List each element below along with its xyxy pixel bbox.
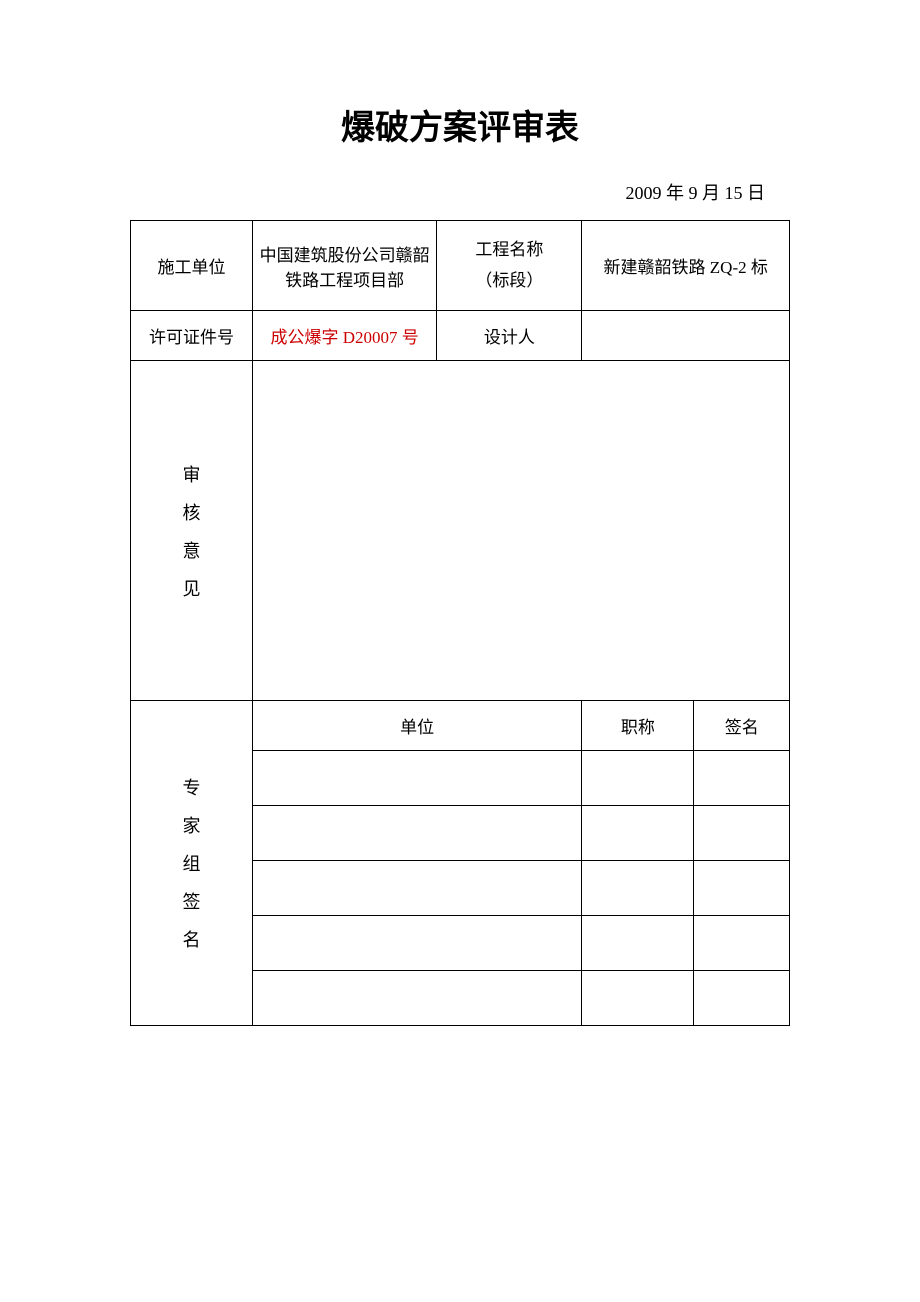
cell-signature bbox=[694, 916, 790, 971]
table-row: 许可证件号 成公爆字 D20007 号 设计人 bbox=[131, 311, 790, 361]
label-project-name: 工程名称 （标段） bbox=[437, 221, 582, 311]
header-unit: 单位 bbox=[252, 701, 581, 751]
value-designer bbox=[582, 311, 790, 361]
cell-unit bbox=[252, 751, 581, 806]
expert-char-2: 家 bbox=[182, 812, 200, 838]
label-license-no: 许可证件号 bbox=[131, 311, 253, 361]
cell-unit bbox=[252, 806, 581, 861]
cell-title bbox=[582, 916, 694, 971]
document-title: 爆破方案评审表 bbox=[130, 100, 790, 149]
cell-unit bbox=[252, 971, 581, 1026]
review-form-table: 施工单位 中国建筑股份公司赣韶铁路工程项目部 工程名称 （标段） 新建赣韶铁路 … bbox=[130, 220, 790, 1026]
expert-char-4: 签 bbox=[182, 888, 200, 914]
review-char-4: 见 bbox=[182, 575, 200, 601]
cell-title bbox=[582, 806, 694, 861]
review-char-1: 审 bbox=[182, 461, 200, 487]
review-char-2: 核 bbox=[182, 499, 200, 525]
cell-signature bbox=[694, 861, 790, 916]
label-designer: 设计人 bbox=[437, 311, 582, 361]
header-signature: 签名 bbox=[694, 701, 790, 751]
cell-title bbox=[582, 971, 694, 1026]
cell-title bbox=[582, 751, 694, 806]
label-project-name-line2: （标段） bbox=[441, 266, 577, 297]
cell-signature bbox=[694, 971, 790, 1026]
table-row: 施工单位 中国建筑股份公司赣韶铁路工程项目部 工程名称 （标段） 新建赣韶铁路 … bbox=[131, 221, 790, 311]
review-char-3: 意 bbox=[182, 537, 200, 563]
label-construction-unit: 施工单位 bbox=[131, 221, 253, 311]
cell-unit bbox=[252, 861, 581, 916]
value-construction-unit: 中国建筑股份公司赣韶铁路工程项目部 bbox=[252, 221, 437, 311]
cell-unit bbox=[252, 916, 581, 971]
header-title: 职称 bbox=[582, 701, 694, 751]
cell-signature bbox=[694, 806, 790, 861]
table-row: 专 家 组 签 名 单位 职称 签名 bbox=[131, 701, 790, 751]
expert-char-5: 名 bbox=[182, 926, 200, 952]
value-review-opinion bbox=[252, 361, 789, 701]
expert-char-3: 组 bbox=[182, 850, 200, 876]
label-expert-signature: 专 家 组 签 名 bbox=[131, 701, 253, 1026]
cell-signature bbox=[694, 751, 790, 806]
table-row: 审 核 意 见 bbox=[131, 361, 790, 701]
value-project-name: 新建赣韶铁路 ZQ-2 标 bbox=[582, 221, 790, 311]
expert-char-1: 专 bbox=[182, 774, 200, 800]
label-project-name-line1: 工程名称 bbox=[441, 235, 577, 266]
document-date: 2009 年 9 月 15 日 bbox=[130, 179, 790, 205]
cell-title bbox=[582, 861, 694, 916]
value-license-no: 成公爆字 D20007 号 bbox=[252, 311, 437, 361]
label-review-opinion: 审 核 意 见 bbox=[131, 361, 253, 701]
